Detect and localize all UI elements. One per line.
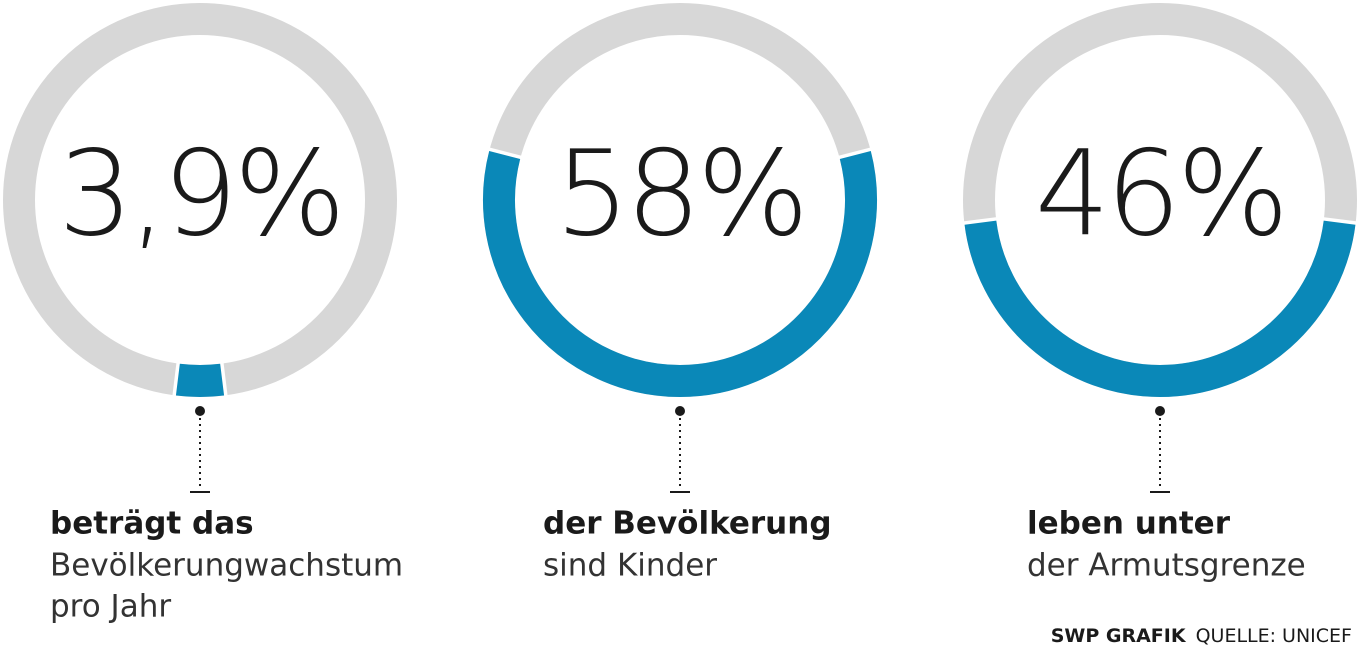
value-arc [964, 220, 1356, 397]
caption-line: pro Jahr [50, 589, 171, 625]
connector-dot [675, 406, 685, 416]
credit: SWP GRAFIK QUELLE: UNICEF [1051, 625, 1352, 647]
value-arc [175, 363, 225, 397]
caption-line: Bevölkerungwachstum [50, 548, 403, 584]
caption-line: der Armutsgrenze [1027, 548, 1306, 584]
caption-bold: beträgt das [50, 506, 254, 542]
value-label: 46% [1035, 124, 1285, 262]
connector-dot [195, 406, 205, 416]
value-label: 58% [555, 124, 805, 262]
connector-dot [1155, 406, 1165, 416]
caption-bold: der Bevölkerung [543, 506, 832, 542]
gap [486, 147, 523, 163]
caption-line: sind Kinder [543, 548, 717, 584]
brand: SWP GRAFIK [1051, 625, 1187, 647]
caption-bold: leben unter [1027, 506, 1231, 542]
value-arc [483, 151, 877, 397]
value-label: 3,9% [58, 124, 342, 262]
source: QUELLE: UNICEF [1196, 625, 1352, 647]
